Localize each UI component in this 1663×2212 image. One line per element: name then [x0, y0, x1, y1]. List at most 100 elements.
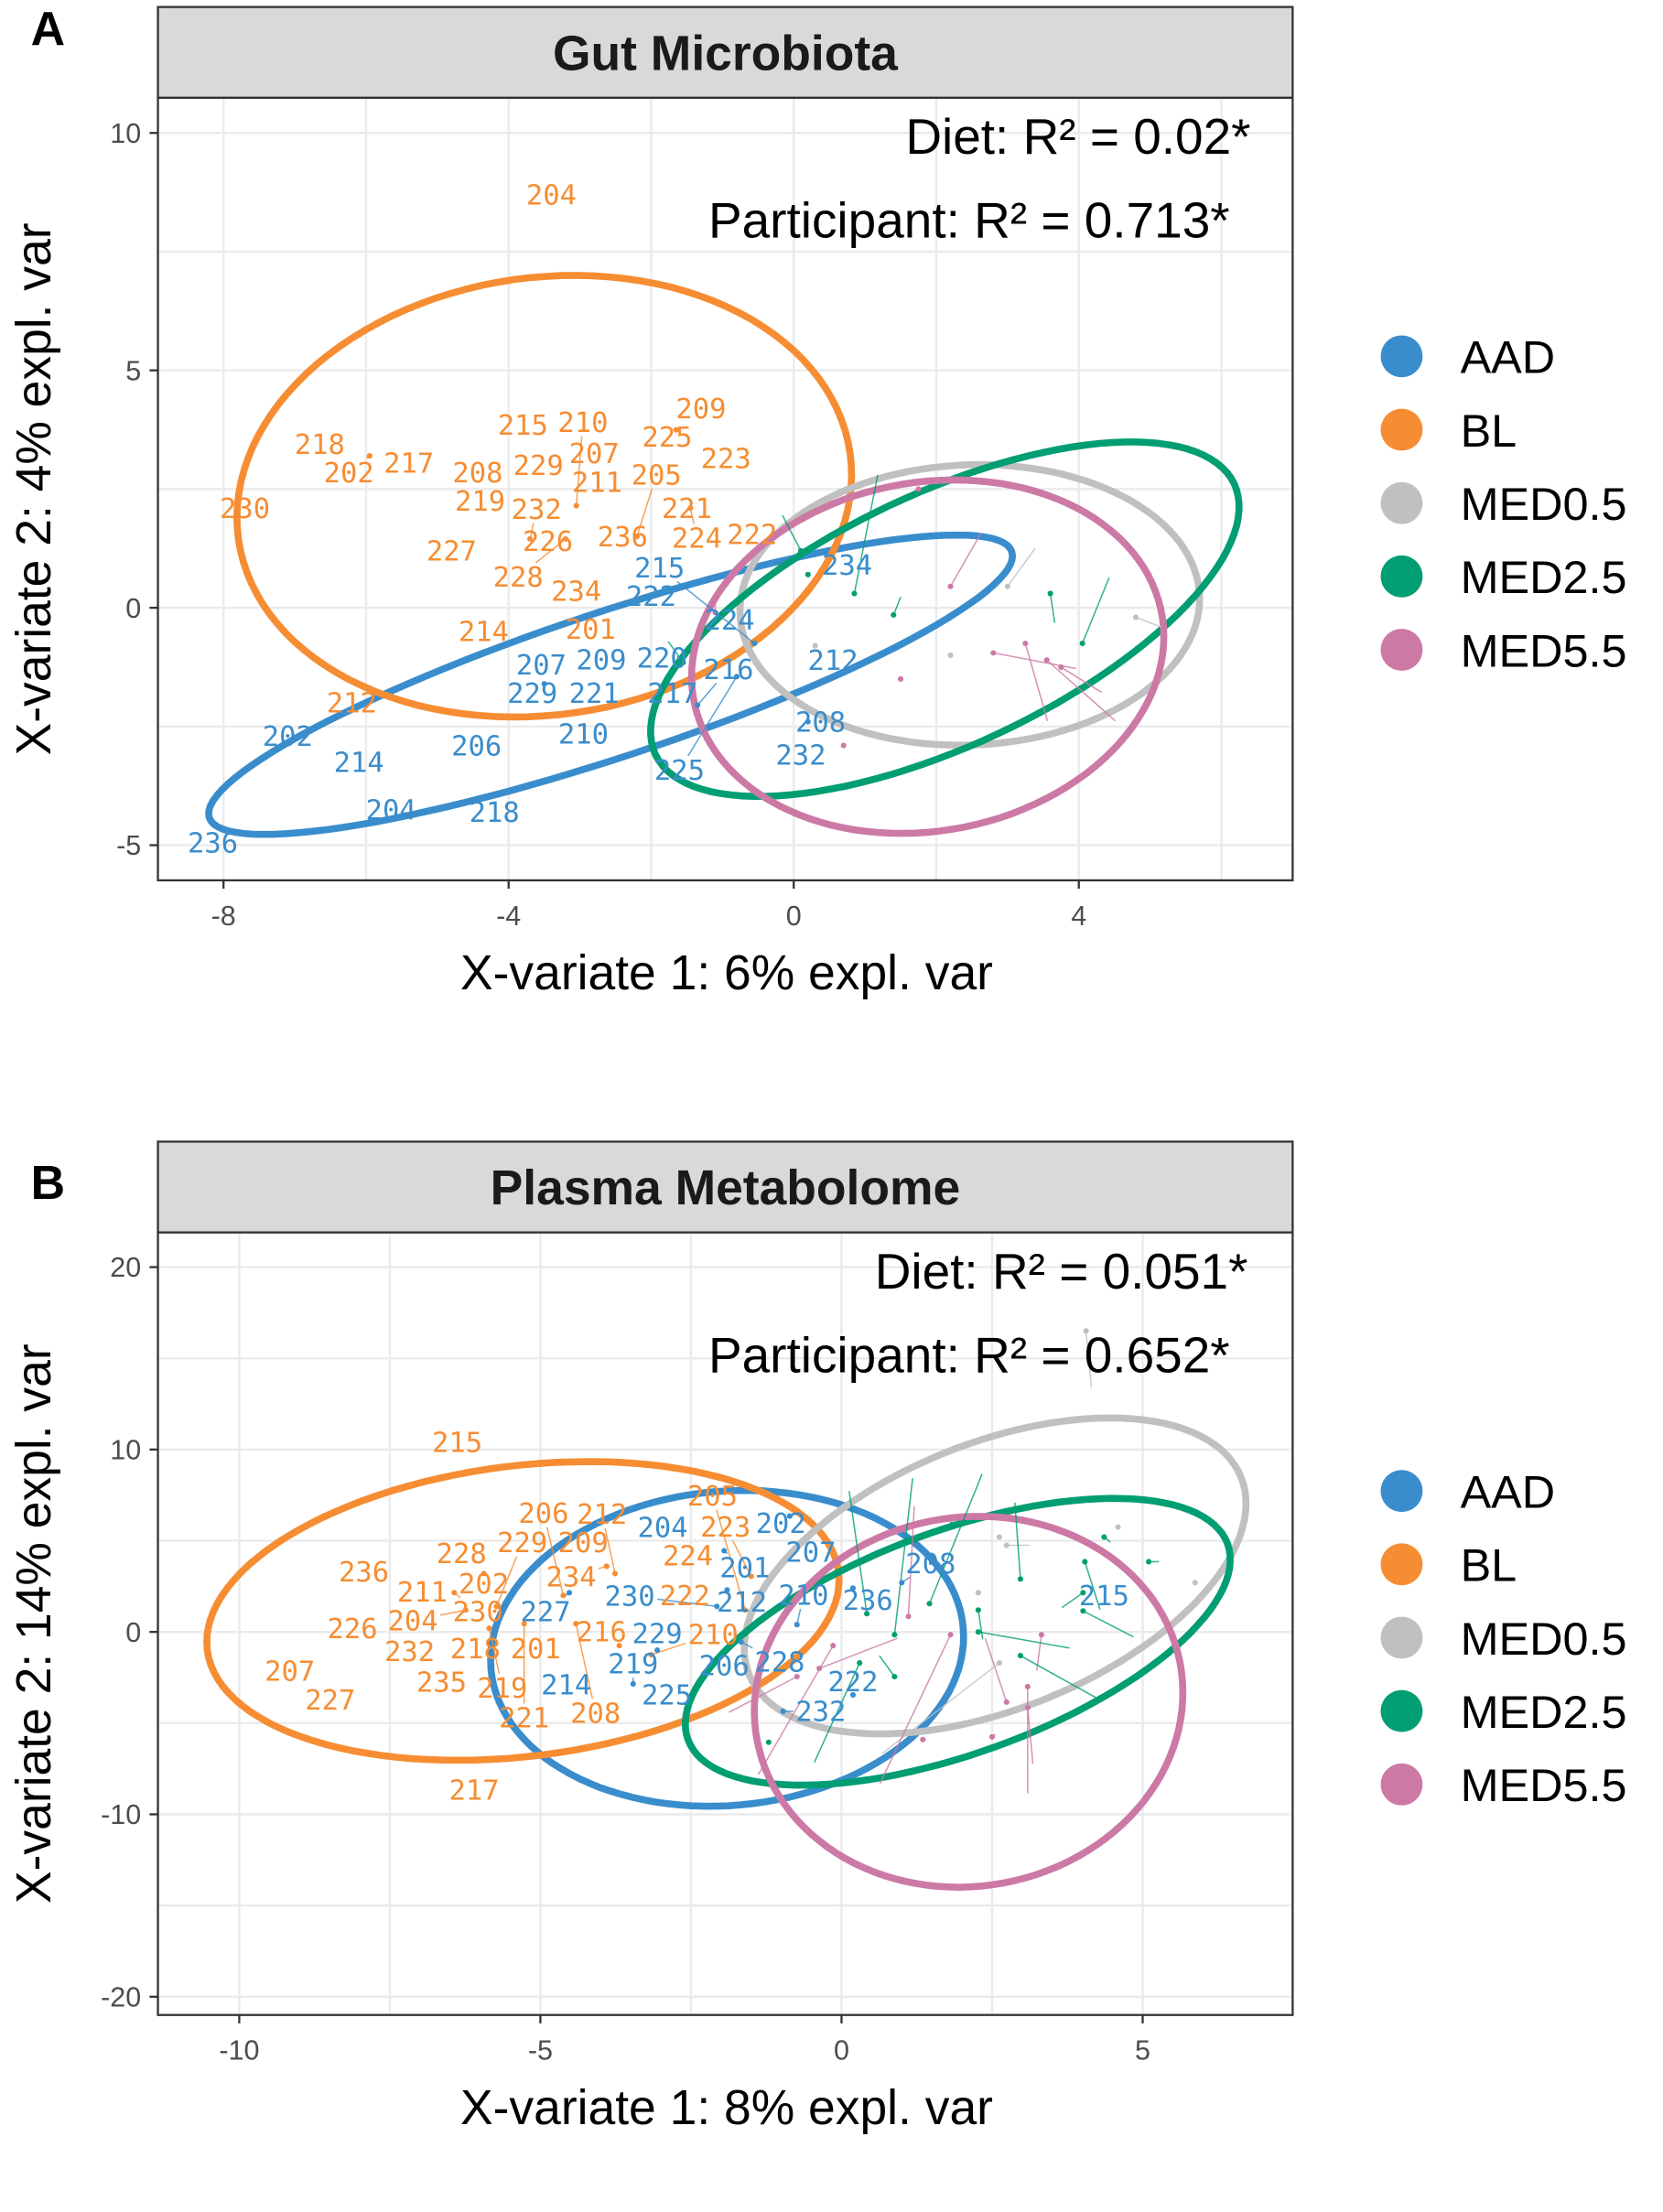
point-label-bl: 211 [572, 467, 622, 499]
leader-line-med5-5 [984, 1637, 1008, 1703]
point-marker-bl [633, 534, 640, 540]
point-marker-med5-5 [1058, 664, 1064, 671]
leader-line-med0-5 [1135, 616, 1162, 628]
point-marker-aad [751, 640, 758, 647]
point-marker-bl [573, 1621, 579, 1627]
leader-line-bl [535, 538, 567, 564]
point-marker-med2-5 [891, 1673, 898, 1680]
point-label-aad: 208 [795, 707, 846, 739]
point-marker-med2-5 [1079, 640, 1085, 647]
point-marker-med5-5 [712, 610, 718, 616]
point-label-bl: 224 [672, 523, 722, 555]
leader-line-med2-5 [782, 514, 802, 552]
leader-line-med2-5 [1084, 1561, 1101, 1610]
plot-background [157, 1232, 1293, 2015]
legend-label: BL [1461, 1539, 1517, 1592]
point-labels: 2142152172362282262072272042252062022322… [265, 1428, 1129, 1807]
legend-label: MED0.5 [1461, 1613, 1627, 1665]
point-marker-med2-5 [891, 611, 897, 618]
point-label-bl: 212 [577, 1499, 627, 1531]
point-label-bl: 222 [727, 519, 777, 551]
point-label-bl: 205 [632, 459, 682, 491]
point-label-bl: 212 [327, 688, 377, 720]
leader-line-med5-5 [818, 1637, 898, 1669]
plot-border [157, 96, 1294, 882]
point-marker-med5-5 [830, 1643, 837, 1649]
point-label-bl: 217 [383, 448, 434, 480]
point-label-aad: 228 [754, 1647, 805, 1679]
point-marker-aad [630, 1680, 636, 1688]
ellipse-bl [233, 272, 856, 721]
leader-line-med2-5 [879, 1655, 895, 1678]
leader-line-med5-5 [879, 1634, 952, 1785]
panel-b: B Plasma Metabolome -10 -5 0 5 -20 -10 0 10 20 21… [7, 1140, 1627, 2135]
point-label-aad: 207 [516, 650, 567, 682]
point-marker-bl [521, 1621, 527, 1627]
point-marker-med2-5 [1017, 1653, 1023, 1659]
point-label-bl: 221 [499, 1702, 549, 1734]
legend: AAD BL MED0.5 MED2.5 MED5.5 [1380, 331, 1627, 676]
point-label-bl: 232 [384, 1636, 435, 1668]
point-label-aad: 236 [188, 828, 238, 860]
x-axis-label: X-variate 1: 6% expl. var [460, 946, 993, 1000]
leader-line-med0-5 [1085, 1331, 1093, 1387]
panel-letter: A [31, 3, 66, 56]
leader-line-aad [657, 1598, 718, 1608]
point-marker-bl [748, 1573, 754, 1580]
point-label-bl: 209 [558, 1527, 609, 1559]
point-marker-med2-5 [864, 1611, 870, 1617]
point-label-aad: 229 [507, 678, 557, 710]
plot-border [157, 1231, 1294, 2016]
point-marker-bl [603, 1563, 610, 1570]
leader-line-aad [697, 683, 718, 706]
legend-key-bl [1380, 408, 1423, 451]
point-label-bl: 202 [324, 458, 374, 490]
point-marker-aad [733, 674, 740, 680]
point-marker-aad [786, 1513, 793, 1519]
leader-line-med5-5 [1027, 1707, 1034, 1764]
point-marker-bl [562, 535, 569, 542]
leader-line-med2-5 [1061, 1592, 1084, 1609]
point-label-bl: 226 [523, 526, 573, 558]
point-label-aad: 214 [334, 747, 384, 779]
point-label-bl: 218 [295, 429, 345, 461]
leader-line-bl [731, 1540, 752, 1577]
point-marker-med5-5 [1022, 640, 1029, 647]
point-label-aad: 219 [608, 1649, 658, 1681]
ellipse-aad [487, 1486, 967, 1810]
point-marker-med2-5 [1101, 1534, 1107, 1540]
leader-line-med5-5 [949, 533, 982, 588]
point-label-bl: 209 [675, 394, 726, 426]
point-marker-bl [366, 453, 373, 459]
x-tick-label: 4 [1071, 901, 1086, 932]
point-label-aad: 222 [827, 1667, 878, 1699]
point-label-aad: 222 [626, 581, 676, 613]
leader-line-bl [575, 1624, 594, 1699]
point-label-aad: 202 [263, 721, 313, 753]
leader-line-med5-5 [1046, 659, 1116, 722]
point-label-bl: 216 [577, 1616, 627, 1648]
y-tick-label: -10 [101, 1799, 141, 1830]
point-marker-med5-5 [990, 650, 997, 656]
point-label-bl: 229 [497, 1527, 547, 1559]
leader-line-med2-5 [814, 1662, 860, 1764]
x-tick-label: -10 [219, 2035, 259, 2066]
x-tick-label: -8 [211, 901, 236, 932]
point-label-aad: 209 [576, 644, 626, 676]
point-label-bl: 228 [493, 562, 544, 594]
point-marker-aad [794, 1622, 800, 1628]
point-marker-aad [541, 681, 547, 687]
point-label-bl: 235 [416, 1667, 467, 1699]
point-marker-med2-5 [1080, 1608, 1086, 1614]
legend-label: AAD [1461, 1465, 1556, 1517]
point-label-aad: 207 [785, 1538, 836, 1570]
point-label-aad: 212 [807, 645, 858, 677]
leader-line-med2-5 [977, 1631, 1070, 1649]
point-marker-aad [738, 1639, 744, 1646]
ellipse-med0-5 [740, 1414, 1250, 1738]
y-tick-label: 20 [110, 1252, 141, 1283]
y-axis-label: X-variate 2: 14% expl. var [7, 1343, 61, 1904]
point-marker-bl [648, 1652, 654, 1658]
legend-key-med5-5 [1380, 1763, 1423, 1806]
point-marker-med2-5 [805, 571, 811, 577]
